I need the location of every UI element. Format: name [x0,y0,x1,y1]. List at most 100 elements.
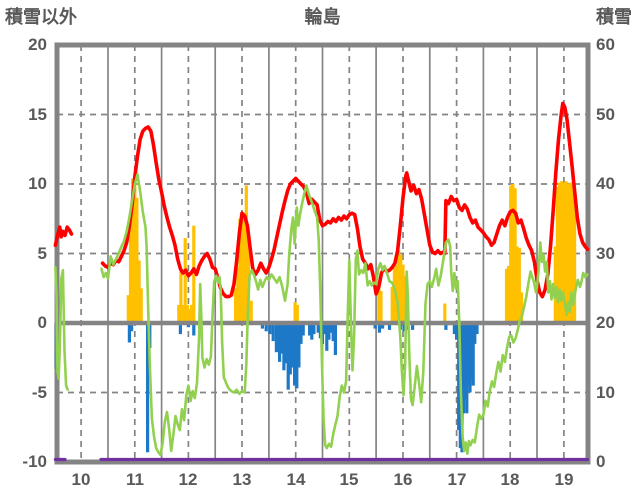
left-axis-tick: 5 [37,244,47,263]
orange-bars-bar [177,304,181,323]
x-axis-tick: 11 [126,470,144,489]
x-axis-tick: 12 [178,470,198,489]
blue-bars-bar [471,323,475,386]
blue-bars-bar [377,323,381,333]
blue-bars-bar [264,323,268,332]
blue-bars-bar [411,323,415,330]
orange-bars-bar [244,185,248,323]
orange-bars-bar [509,185,513,323]
blue-bars-bar [473,323,477,344]
left-axis-tick: 15 [28,105,47,124]
red-line-segment [100,101,590,299]
orange-bars-bar [443,303,447,323]
blue-bars-bar [329,323,333,333]
orange-bars-bar [558,182,562,323]
orange-bars-bar [399,254,403,323]
plot-frame [54,42,591,465]
right-axis-title: 積雪 [596,7,632,27]
orange-bars-bar [249,300,253,323]
orange-bars-bar [128,211,133,323]
blue-bars-bar [405,323,409,330]
blue-bars-bar [127,323,131,343]
blue-bars-bar [312,323,316,335]
orange-bars-bar [562,182,566,323]
orange-bars-bar [377,286,381,323]
blue-bars-bar [268,323,272,335]
blue-bars-bar [452,323,456,335]
orange-bars-bar [560,181,564,323]
left-axis-tick: 0 [37,313,47,332]
blue-bars-bar [316,323,320,333]
orange-bars-bar [236,267,240,323]
blue-bars-bar [271,323,275,342]
right-axis-tick: 60 [596,35,615,54]
blue-bars-bar [387,323,392,330]
orange-bars-bar [133,177,137,323]
orange-bars-bar [511,184,515,323]
orange-bars-bar [564,181,568,323]
orange-bars-bar [139,288,143,324]
blue-bars-bar [299,323,303,344]
orange-bars-bar [131,178,135,323]
orange-bars-bar [242,216,246,323]
orange-bars-bar [234,288,238,324]
red-line-segment [53,225,74,247]
blue-bars-bar [455,323,459,340]
x-axis-tick: 10 [71,470,91,489]
orange-bars-bar [513,188,517,323]
orange-bars-bar [379,291,383,323]
orange-bars-series [126,177,577,324]
blue-bars-bar [282,323,286,371]
right-axis-tick: 10 [596,383,615,402]
blue-bars-bar [301,323,305,336]
left-axis-tick: 20 [28,35,47,54]
orange-bars-bar [568,182,572,323]
green-line-segment [100,173,589,457]
red-line-series [53,101,590,299]
orange-bars-bar [390,286,394,323]
left-axis-tick: -5 [31,383,47,402]
green-line-segment [54,266,69,392]
orange-bars-bar [181,304,185,323]
orange-bars-bar [504,268,509,323]
blue-bars-bar [331,323,335,342]
right-axis-tick: 40 [596,174,615,193]
blue-bars-bar [325,323,329,351]
blue-bars-bar [280,323,284,354]
blue-bars-bar [475,323,479,335]
blue-bars-bar [178,323,182,335]
left-axis-title: 積雪以外 [5,7,77,27]
orange-bars-bar [401,264,405,323]
right-axis-tick: 30 [596,244,615,263]
orange-bars-bar [135,197,139,323]
orange-bars-bar [397,250,401,323]
left-axis-tick: 10 [28,174,47,193]
chart-title: 輪島 [304,7,341,27]
orange-bars-bar [126,295,130,323]
orange-bars-bar [515,246,519,323]
orange-bars-bar [392,267,396,323]
orange-bars-bar [179,268,183,323]
orange-bars-bar [137,260,141,323]
orange-bars-bar [517,247,521,323]
orange-bars-bar [570,185,574,323]
x-axis-tick: 13 [232,470,252,489]
green-line-series [54,173,589,457]
orange-bars-bar [293,302,297,323]
orange-bars-bar [238,218,242,324]
blue-bars-bar [260,323,264,329]
left-axis-tick: -10 [22,452,47,471]
blue-bars-bar [192,323,196,336]
blue-bars-bar [284,323,288,364]
orange-bars-bar [187,309,192,323]
blue-bars-bar [310,323,314,340]
x-axis-tick: 17 [447,470,467,489]
orange-bars-bar [183,238,187,323]
x-axis-tick: 18 [500,470,520,489]
blue-bars-bar [381,323,385,329]
blue-bars-bar [146,323,150,453]
blue-bars-bar [278,323,282,362]
blue-bars-bar [333,323,337,355]
